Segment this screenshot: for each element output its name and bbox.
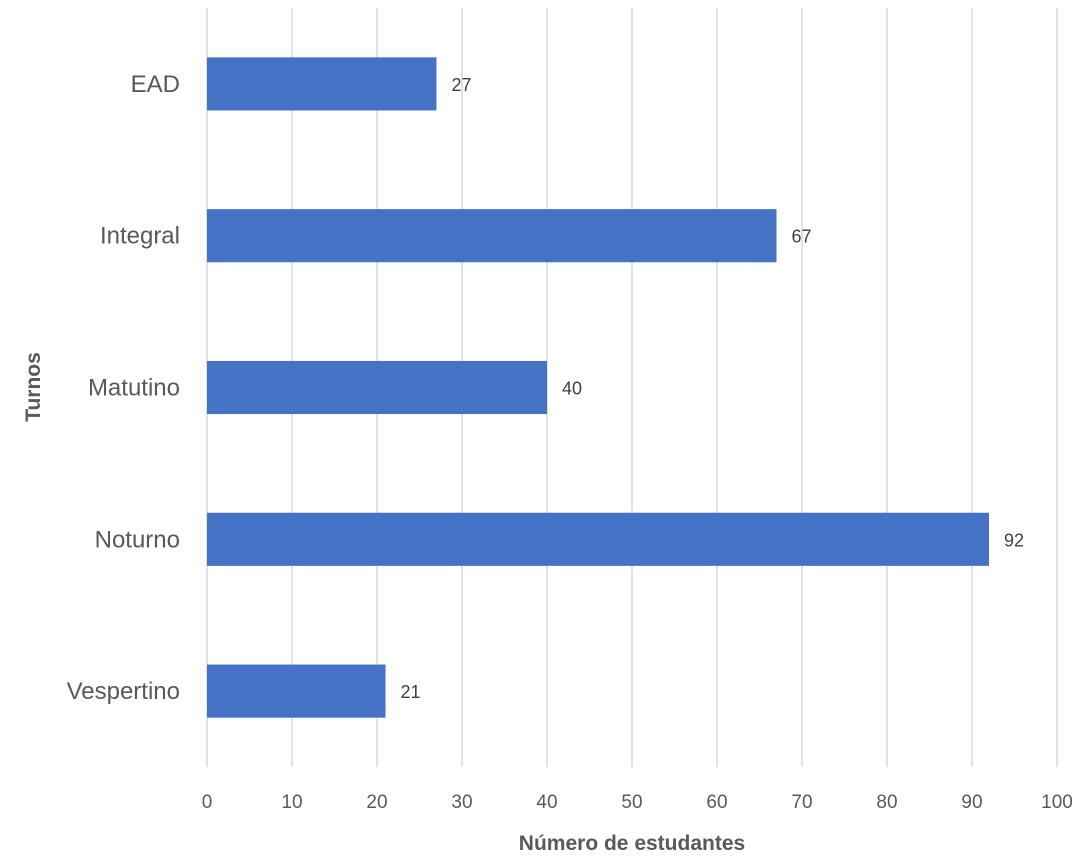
bar xyxy=(207,360,547,415)
bars xyxy=(207,57,989,718)
x-tick-label: 20 xyxy=(366,792,387,813)
bar xyxy=(207,209,777,263)
data-label: 40 xyxy=(562,379,582,399)
category-label: Integral xyxy=(100,223,180,250)
category-label: EAD xyxy=(131,71,180,98)
x-tick-label: 80 xyxy=(876,792,897,813)
x-tick-label: 0 xyxy=(202,792,213,813)
bar xyxy=(207,512,989,566)
x-tick-label: 40 xyxy=(536,792,557,813)
category-label: Matutino xyxy=(88,375,180,402)
bar xyxy=(207,57,437,111)
category-labels: EAD Integral Matutino Noturno Vespertino xyxy=(67,71,180,705)
x-tick-label: 100 xyxy=(1041,792,1073,813)
y-axis-title: Turnos xyxy=(22,352,45,422)
data-label: 92 xyxy=(1004,530,1024,550)
x-tick-labels: 0 10 20 30 40 50 60 70 80 90 100 xyxy=(202,792,1073,813)
bar xyxy=(207,664,386,718)
data-label: 67 xyxy=(792,227,812,247)
data-label: 27 xyxy=(452,75,472,95)
category-label: Noturno xyxy=(95,526,180,553)
data-label: 21 xyxy=(401,682,421,702)
x-tick-label: 30 xyxy=(451,792,472,813)
x-tick-label: 10 xyxy=(281,792,302,813)
x-tick-label: 60 xyxy=(706,792,727,813)
x-tick-label: 50 xyxy=(621,792,642,813)
x-tick-label: 70 xyxy=(791,792,812,813)
x-axis-title: Número de estudantes xyxy=(519,832,745,855)
x-tick-label: 90 xyxy=(961,792,982,813)
data-labels: 27 67 40 92 21 xyxy=(401,75,1025,702)
category-label: Vespertino xyxy=(67,678,180,705)
